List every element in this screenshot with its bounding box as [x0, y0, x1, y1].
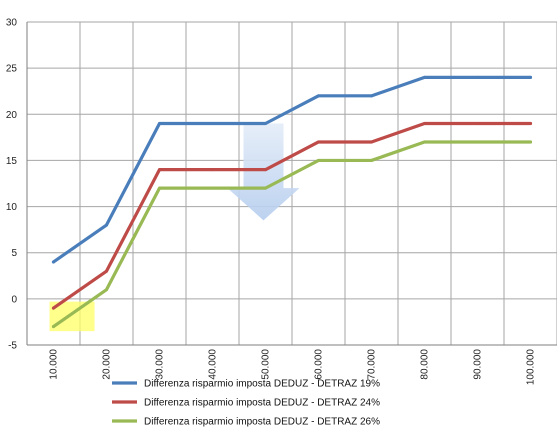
x-tick-label: 70.000 [367, 349, 378, 380]
data-point [317, 140, 320, 144]
y-tick-label: 20 [6, 110, 18, 121]
data-point [370, 94, 373, 98]
series-lines [51, 75, 533, 329]
data-point [476, 75, 479, 79]
data-point [423, 122, 426, 126]
legend: Differenza risparmio imposta DEDUZ - DET… [112, 379, 380, 428]
data-point [423, 140, 426, 144]
x-axis-ticks: 10.000 20.000 30.000 40.000 50.000 60.000 70.0… [49, 349, 537, 386]
y-tick-label: 5 [11, 248, 17, 259]
y-axis-ticks: -5 0 5 10 15 20 25 30 [6, 18, 18, 352]
data-point [52, 325, 55, 329]
y-tick-label: 15 [6, 156, 18, 167]
data-point [158, 186, 161, 190]
x-tick-label: 10.000 [49, 349, 60, 380]
legend-label: Differenza risparmio imposta DEDUZ - DET… [144, 417, 380, 428]
data-point [317, 158, 320, 162]
x-tick-label: 50.000 [261, 349, 272, 380]
annotations [49, 123, 300, 332]
x-tick-label: 30.000 [155, 349, 166, 380]
y-tick-label: 10 [6, 202, 18, 213]
data-point [105, 269, 108, 273]
data-point [105, 288, 108, 292]
y-tick-label: 25 [6, 64, 18, 75]
x-tick-label: 80.000 [420, 349, 431, 380]
down-arrow [227, 123, 300, 221]
y-tick-label: 0 [11, 294, 17, 305]
data-point [476, 140, 479, 144]
data-point [370, 158, 373, 162]
data-point [211, 122, 214, 126]
data-point [211, 168, 214, 172]
x-tick-label: 90.000 [473, 349, 484, 380]
data-point [476, 122, 479, 126]
series-line-1 [51, 75, 533, 264]
data-point [370, 140, 373, 144]
data-point [264, 168, 267, 172]
x-tick-label: 100.000 [526, 349, 537, 386]
data-point [317, 94, 320, 98]
data-point [52, 306, 55, 310]
data-point [158, 122, 161, 126]
x-tick-label: 60.000 [314, 349, 325, 380]
data-point [211, 186, 214, 190]
data-point [423, 75, 426, 79]
y-tick-label: -5 [8, 341, 17, 352]
data-point [529, 140, 532, 144]
legend-label: Differenza risparmio imposta DEDUZ - DET… [144, 379, 380, 390]
data-point [52, 260, 55, 264]
series-line-2 [51, 121, 533, 310]
legend-label: Differenza risparmio imposta DEDUZ - DET… [144, 398, 380, 409]
y-tick-label: 30 [6, 18, 18, 29]
x-tick-label: 20.000 [102, 349, 113, 380]
grid [26, 21, 557, 346]
series-line-3 [51, 140, 533, 329]
data-point [158, 168, 161, 172]
data-point [105, 223, 108, 227]
data-point [264, 122, 267, 126]
x-tick-label: 40.000 [208, 349, 219, 380]
data-point [529, 75, 532, 79]
data-point [264, 186, 267, 190]
data-point [529, 122, 532, 126]
